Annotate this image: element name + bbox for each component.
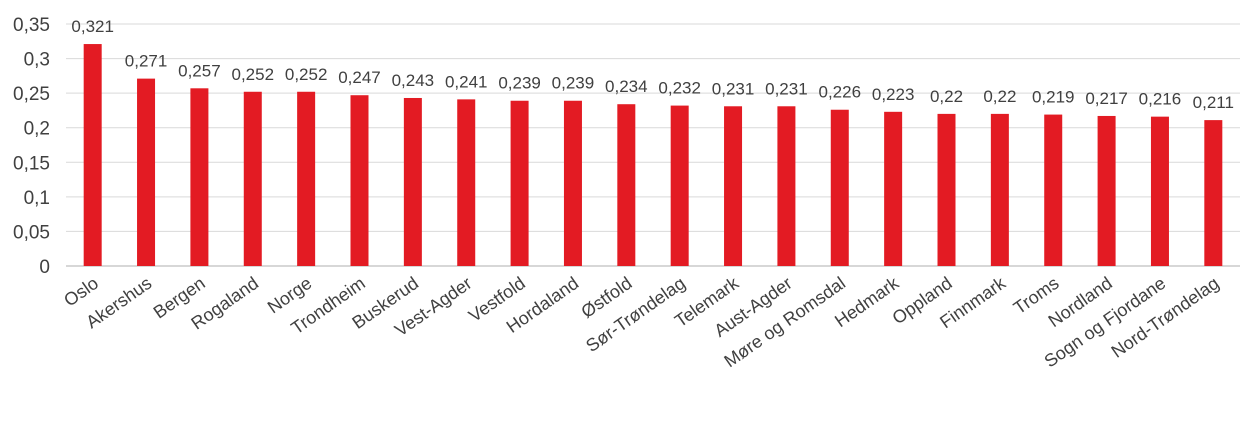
bar [297, 91, 316, 266]
gridlines [66, 23, 1240, 267]
bar [137, 78, 156, 266]
data-labels: 0,321 0,271 0,257 0,252 0,252 0,247 0,243 0,241… [71, 17, 1234, 112]
data-label: 0,271 [125, 52, 168, 71]
bar [1044, 114, 1063, 266]
bars [83, 44, 1223, 267]
y-tick-label: 0,3 [24, 50, 50, 71]
bar [403, 97, 422, 267]
bar [1150, 116, 1169, 266]
bar [510, 100, 529, 267]
data-label: 0,252 [231, 65, 274, 84]
bar [563, 100, 582, 267]
data-label: 0,247 [338, 68, 381, 87]
data-label: 0,22 [930, 87, 963, 106]
data-label: 0,223 [872, 85, 915, 104]
y-tick-label: 0,35 [13, 15, 50, 36]
y-axis-tick-labels: 0 0,05 0,1 0,15 0,2 0,25 0,3 0,35 [13, 15, 50, 278]
bar [350, 95, 369, 267]
data-label: 0,241 [445, 72, 488, 91]
bar [617, 104, 636, 266]
bar [243, 91, 262, 266]
y-tick-label: 0 [39, 257, 50, 278]
data-label: 0,252 [285, 65, 328, 84]
bar [670, 105, 689, 267]
data-label: 0,231 [712, 79, 755, 98]
data-label: 0,226 [818, 83, 861, 102]
bar [190, 88, 209, 266]
data-label: 0,243 [392, 71, 435, 90]
bar [884, 111, 903, 266]
data-label: 0,231 [765, 79, 808, 98]
data-label: 0,216 [1139, 90, 1182, 109]
bar [990, 113, 1009, 266]
data-label: 0,239 [498, 74, 541, 93]
bar [457, 99, 476, 266]
y-tick-label: 0,1 [24, 188, 50, 209]
data-label: 0,22 [983, 87, 1016, 106]
bar [1204, 120, 1223, 266]
bar [830, 109, 849, 266]
y-tick-label: 0,05 [13, 222, 50, 243]
data-label: 0,239 [552, 74, 595, 93]
data-label: 0,219 [1032, 88, 1075, 107]
data-label: 0,211 [1193, 93, 1234, 112]
y-tick-label: 0,15 [13, 153, 50, 174]
y-tick-label: 0,2 [24, 119, 50, 140]
data-label: 0,257 [178, 61, 221, 80]
y-tick-label: 0,25 [13, 84, 50, 105]
data-label: 0,321 [71, 17, 114, 36]
data-label: 0,234 [605, 77, 648, 96]
bar [83, 44, 102, 267]
bar [1097, 115, 1116, 267]
data-label: 0,217 [1085, 89, 1128, 108]
bar [777, 106, 796, 266]
bar [937, 113, 956, 266]
category-label: Oslo [60, 273, 102, 311]
data-label: 0,232 [658, 79, 701, 98]
bar [724, 106, 743, 266]
